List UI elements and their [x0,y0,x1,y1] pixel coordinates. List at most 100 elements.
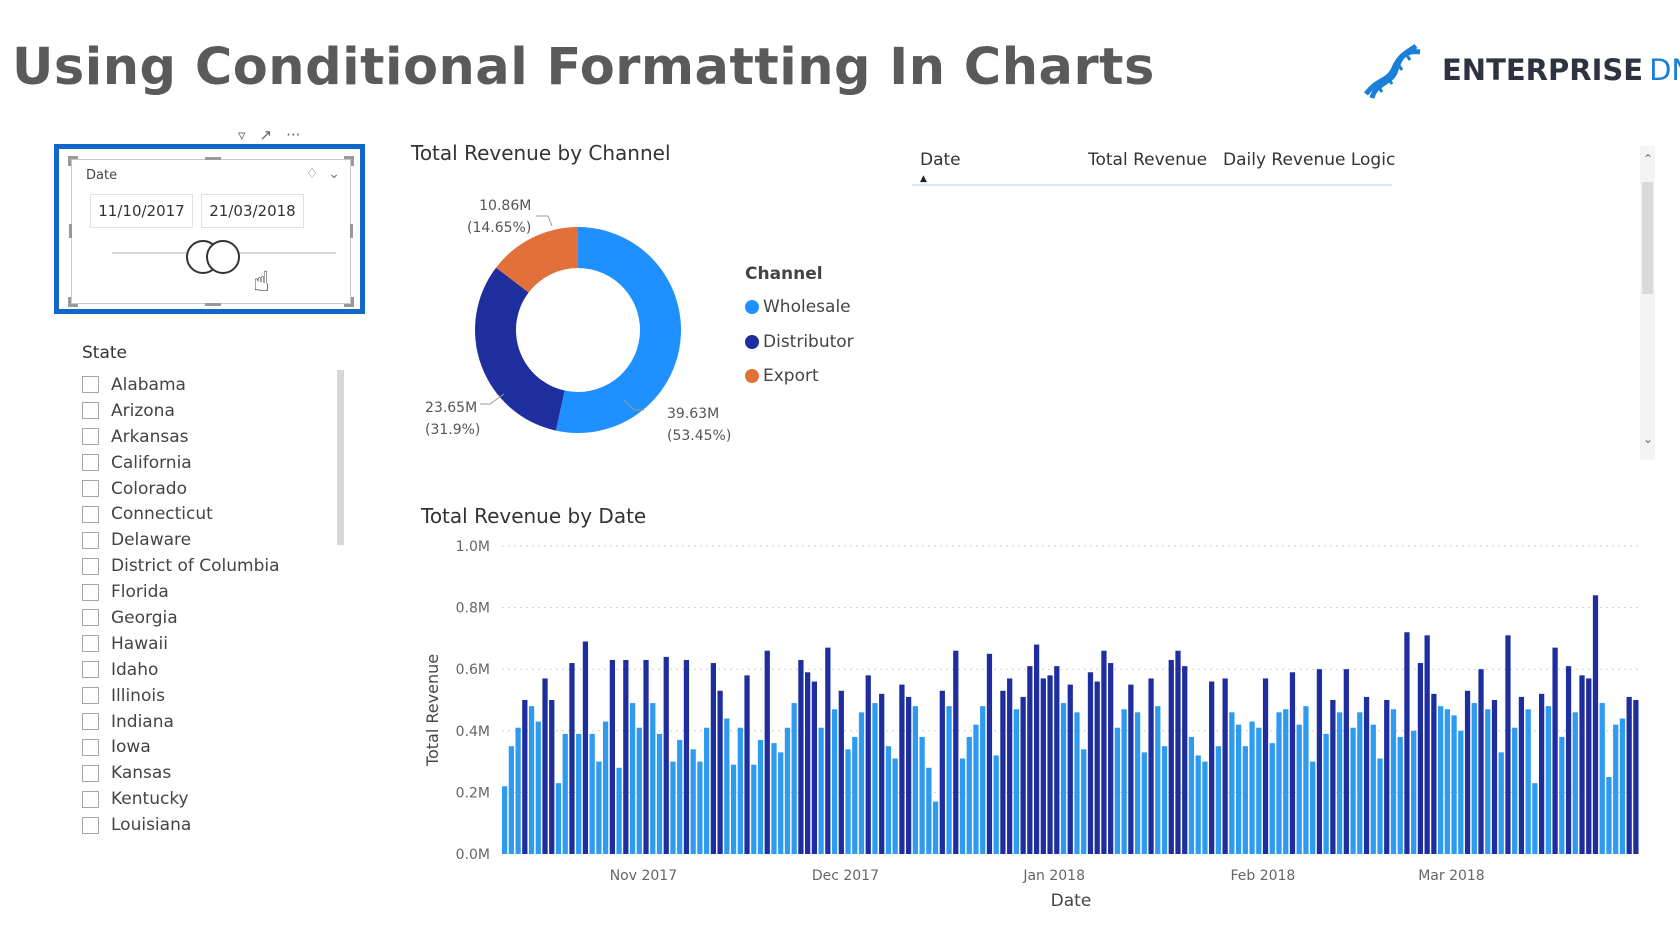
state-item[interactable]: District of Columbia [82,553,342,579]
bar[interactable] [811,681,818,854]
bar[interactable] [1377,758,1383,854]
bar[interactable] [1033,644,1040,854]
eraser-icon[interactable]: ♢ [305,166,319,182]
bar[interactable] [872,703,878,854]
bar[interactable] [1505,635,1511,854]
bar[interactable] [906,696,912,854]
bar[interactable] [623,659,629,854]
donut-slice-export[interactable] [496,227,578,293]
bar[interactable] [1357,712,1363,854]
state-list-scrollbar[interactable] [337,370,344,545]
bar[interactable] [636,727,642,854]
bar[interactable] [1020,696,1026,854]
checkbox[interactable] [82,531,99,549]
state-item[interactable]: Illinois [82,683,342,709]
end-date-input[interactable]: 21/03/2018 [201,194,304,228]
bar[interactable] [899,684,905,854]
checkbox[interactable] [82,790,99,808]
bar[interactable] [542,678,548,854]
bar[interactable] [912,706,919,854]
bar[interactable] [1350,727,1356,854]
bar[interactable] [1532,783,1538,854]
bar[interactable] [831,709,838,854]
bar[interactable] [1626,696,1632,854]
state-item[interactable]: Delaware [82,527,342,553]
checkbox[interactable] [82,738,99,756]
bar[interactable] [1249,721,1255,854]
bar[interactable] [1182,666,1188,854]
bar[interactable] [1060,703,1067,854]
bar[interactable] [1134,712,1141,854]
bar[interactable] [993,755,999,854]
bar[interactable] [1276,712,1282,854]
bar[interactable] [744,675,750,854]
state-item[interactable]: Florida [82,579,342,605]
bar[interactable] [1087,672,1094,854]
bar[interactable] [919,736,925,854]
scroll-down-icon[interactable]: ⌄ [1643,432,1654,446]
bar[interactable] [1384,700,1390,854]
bar[interactable] [852,736,858,854]
bar[interactable] [1424,635,1430,854]
bar[interactable] [1296,724,1302,854]
bar[interactable] [1444,709,1450,854]
bar[interactable] [1155,706,1161,854]
bar[interactable] [1411,730,1417,854]
bar[interactable] [690,749,696,854]
bar[interactable] [805,672,811,854]
bar[interactable] [778,752,784,854]
donut-slice-distributor[interactable] [475,267,565,431]
bar[interactable] [663,656,669,854]
bar[interactable] [1336,712,1343,854]
bar[interactable] [1404,632,1410,854]
bar[interactable] [764,650,770,854]
checkbox[interactable] [82,454,99,472]
bar[interactable] [791,703,797,854]
bar[interactable] [1027,666,1033,854]
bar[interactable] [1545,706,1551,854]
date-slicer[interactable]: Date ♢ ⌄ 11/10/2017 21/03/2018 ☝ [54,144,365,314]
table-scrollbar[interactable] [1642,182,1653,294]
bar[interactable] [643,659,649,854]
checkbox[interactable] [82,609,99,627]
bar[interactable] [1498,752,1504,854]
bar[interactable] [589,733,595,854]
bar[interactable] [1579,675,1585,854]
state-item[interactable]: Hawaii [82,631,342,657]
more-options-icon[interactable]: ··· [286,126,301,144]
state-item[interactable]: Indiana [82,709,342,735]
column-header-total-revenue[interactable]: Total Revenue [1088,150,1208,170]
bar[interactable] [751,764,757,854]
bar[interactable] [865,675,871,854]
legend-item-export[interactable]: Export [745,359,854,394]
bar[interactable] [596,761,602,854]
bar[interactable] [1310,761,1316,854]
start-date-input[interactable]: 11/10/2017 [90,194,193,228]
bar[interactable] [1330,700,1336,854]
state-item[interactable]: Kansas [82,760,342,786]
bar[interactable] [1209,681,1215,854]
bar[interactable] [1390,709,1397,854]
bar[interactable] [1538,693,1545,854]
bar[interactable] [670,761,676,854]
bar[interactable] [926,767,932,854]
checkbox[interactable] [82,661,99,679]
bar[interactable] [879,693,885,854]
bar[interactable] [973,724,979,854]
state-item[interactable]: Louisiana [82,812,342,838]
bar[interactable] [784,727,791,854]
bar[interactable] [1054,666,1060,854]
bar[interactable] [1370,724,1376,854]
checkbox[interactable] [82,583,99,601]
checkbox[interactable] [82,713,99,731]
bar[interactable] [1269,743,1275,854]
bar[interactable] [1067,684,1073,854]
bar[interactable] [1222,678,1228,854]
bar[interactable] [885,746,892,854]
bar[interactable] [1074,712,1080,854]
bar[interactable] [683,659,690,854]
bar[interactable] [1586,678,1592,854]
bar[interactable] [549,700,555,854]
bar[interactable] [710,663,716,854]
bar[interactable] [1161,746,1168,854]
